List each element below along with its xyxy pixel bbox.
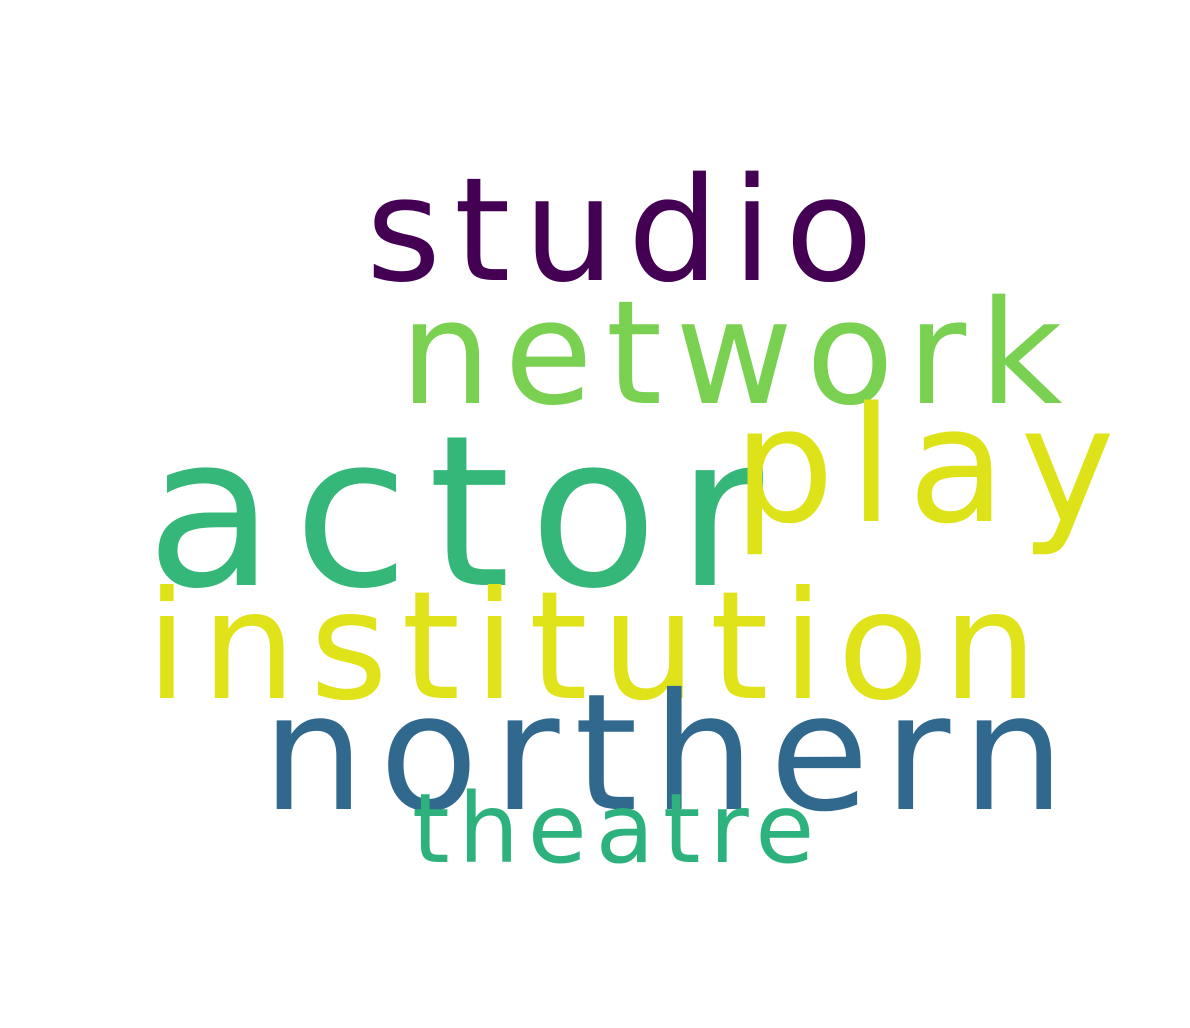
word-network: network — [400, 269, 1076, 437]
word-northern: northern — [262, 660, 1080, 848]
word-play: play — [733, 372, 1130, 559]
word-institution: institution — [146, 560, 1052, 734]
word-actor: actor — [146, 390, 782, 635]
word-studio: studio — [366, 146, 887, 314]
word-theatre: theatre — [412, 773, 823, 885]
